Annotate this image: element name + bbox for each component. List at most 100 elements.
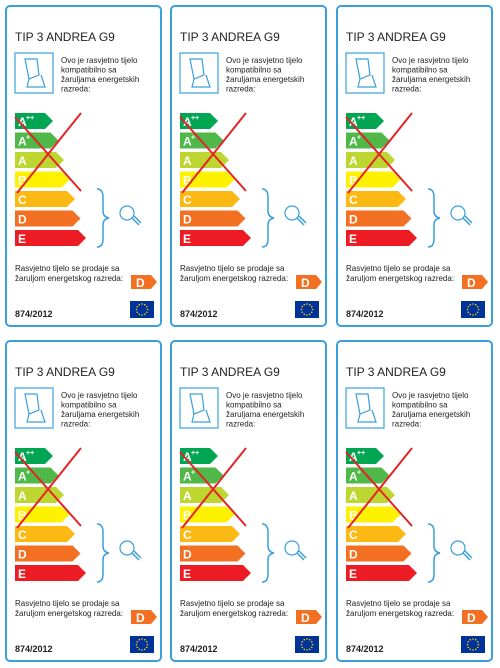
class-letter: A xyxy=(18,470,27,484)
sold-text: Rasvjetno tijelo se prodaje sa xyxy=(180,599,285,608)
flag-star xyxy=(476,646,479,649)
class-letter: A xyxy=(183,470,192,484)
flag-star xyxy=(474,313,477,316)
compat-text: žaruljama energetskih xyxy=(392,75,470,84)
bulb xyxy=(284,205,300,221)
class-letter: D xyxy=(183,213,192,227)
flag-star xyxy=(310,311,313,314)
class-arrow xyxy=(346,545,412,562)
sold-class: D xyxy=(467,276,476,290)
bulb-base xyxy=(462,215,473,226)
flag-star xyxy=(303,638,306,641)
flag-star xyxy=(301,305,304,308)
flag-star xyxy=(472,303,474,305)
sold-arrow xyxy=(131,610,157,624)
flag-star xyxy=(143,638,146,641)
class-letter: B xyxy=(349,509,358,523)
class-arrow xyxy=(180,230,251,246)
flag-star xyxy=(466,643,469,646)
flag-star xyxy=(145,646,148,649)
flag-star xyxy=(311,308,314,311)
bulb-base xyxy=(296,550,307,561)
flag-star xyxy=(308,303,311,306)
flag-field xyxy=(295,636,319,653)
flag-star xyxy=(136,305,139,308)
class-arrow xyxy=(15,171,70,188)
class-sup: + xyxy=(26,135,30,142)
icon-lamp xyxy=(189,58,211,88)
flag-star xyxy=(469,303,472,306)
class-arrow xyxy=(346,171,401,188)
class-letter: C xyxy=(183,528,192,542)
regulation: 874/2012 xyxy=(346,309,384,319)
compat-text: Ovo je rasvjetno tijelo xyxy=(226,56,303,65)
label-title: TIP 3 ANDREA G9 xyxy=(346,30,446,44)
flag-star xyxy=(138,303,141,306)
bulb xyxy=(450,540,466,556)
flag-star xyxy=(300,643,303,646)
class-letter: D xyxy=(183,548,192,562)
energy-label: TIP 3 ANDREA G9 Ovo je rasvjetno tijeloko… xyxy=(5,5,162,327)
compat-text: žaruljama energetskih xyxy=(61,75,139,84)
eu-flag xyxy=(130,301,154,318)
bulb xyxy=(284,540,300,556)
class-arrow xyxy=(15,565,86,581)
class-letter: A xyxy=(349,489,358,503)
class-sup: ++ xyxy=(191,115,199,122)
icon-frame xyxy=(14,387,54,429)
flag-star xyxy=(301,640,304,643)
class-letter: E xyxy=(18,232,26,246)
icon-frame xyxy=(345,52,385,94)
class-letter: B xyxy=(349,174,358,188)
flag-star xyxy=(467,311,470,314)
flag-star xyxy=(467,305,470,308)
flag-field xyxy=(295,301,319,318)
class-arrow xyxy=(15,487,64,503)
bulb-base xyxy=(462,550,473,561)
icon-lamp xyxy=(355,58,377,88)
bulb xyxy=(450,205,466,221)
icon-lamp xyxy=(24,58,46,88)
class-arrow xyxy=(15,191,75,207)
class-letter: E xyxy=(183,567,191,581)
regulation: 874/2012 xyxy=(346,644,384,654)
class-arrow xyxy=(180,191,240,207)
flag-star xyxy=(141,303,143,305)
class-letter: A xyxy=(349,115,358,129)
lamp-icon xyxy=(179,52,219,94)
bulb-base xyxy=(131,550,142,561)
regulation: 874/2012 xyxy=(15,309,53,319)
flag-star xyxy=(467,646,470,649)
brace xyxy=(427,188,441,248)
class-arrow xyxy=(180,210,246,227)
flag-star xyxy=(474,648,477,651)
class-letter: D xyxy=(18,548,27,562)
flag-star xyxy=(477,308,480,311)
class-letter: D xyxy=(349,213,358,227)
flag-star xyxy=(141,649,143,651)
flag-field xyxy=(130,636,154,653)
cross-line xyxy=(181,112,247,194)
class-letter: D xyxy=(18,213,27,227)
class-letter: A xyxy=(183,154,192,168)
class-arrow xyxy=(180,448,218,464)
brace xyxy=(261,523,275,583)
flag-star xyxy=(301,646,304,649)
label-title: TIP 3 ANDREA G9 xyxy=(346,365,446,379)
class-letter: E xyxy=(18,567,26,581)
flag-star xyxy=(476,311,479,314)
flag-star xyxy=(474,638,477,641)
icon-lamp xyxy=(189,393,211,423)
class-letter: C xyxy=(183,193,192,207)
flag-star xyxy=(146,308,149,311)
class-arrow xyxy=(15,230,86,246)
regulation: 874/2012 xyxy=(15,644,53,654)
flag-star xyxy=(136,311,139,314)
sold-arrow xyxy=(462,275,488,289)
cross-line xyxy=(16,112,82,194)
bulb xyxy=(119,540,135,556)
flag-star xyxy=(469,638,472,641)
compat-text: Ovo je rasvjetno tijelo xyxy=(226,391,303,400)
sold-text: žaruljom energetskog razreda: xyxy=(180,274,288,283)
class-arrow xyxy=(346,448,384,464)
